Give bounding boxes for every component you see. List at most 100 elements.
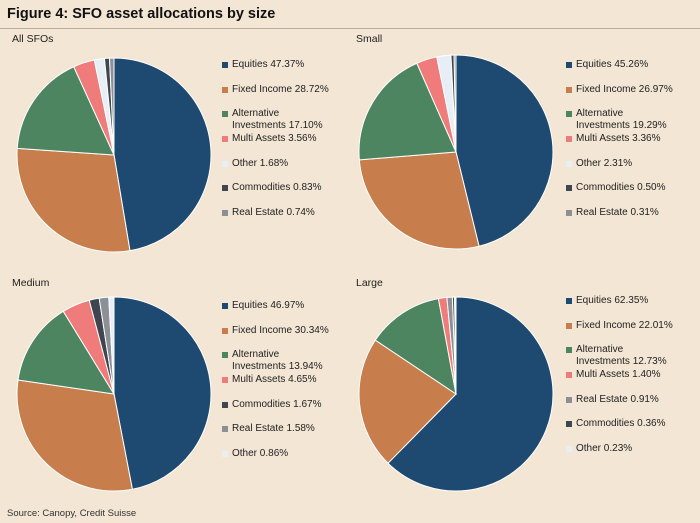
pie-panel-small: Small Equities 45.26% Fixed Income 26.97%… <box>356 33 700 268</box>
pie-chart <box>358 54 554 250</box>
legend-item-multi-assets: Multi Assets 4.65% <box>222 374 372 386</box>
legend-label: Commodities 0.36% <box>576 418 666 429</box>
legend-label: Equities 47.37% <box>232 59 305 70</box>
figure-title: Figure 4: SFO asset allocations by size <box>7 6 276 22</box>
source-note: Source: Canopy, Credit Suisse <box>7 508 137 519</box>
legend-swatch <box>222 451 228 457</box>
pie-slice-alternative-investments <box>17 310 115 395</box>
legend-swatch <box>222 210 228 216</box>
legend-item-real-estate: Real Estate 0.74% <box>222 207 372 219</box>
pie-chart <box>16 296 212 492</box>
legend-label: Fixed Income 22.01% <box>576 320 673 331</box>
pie-chart <box>358 296 554 492</box>
legend-label: Alternative Investments 17.10% <box>232 108 323 131</box>
legend-label: Equities 45.26% <box>576 59 649 70</box>
pie-slice-real-estate <box>453 54 457 153</box>
legend-swatch <box>566 421 572 427</box>
legend-swatch <box>222 87 228 93</box>
pie-slice-equities <box>387 296 554 492</box>
legend-label: Equities 62.35% <box>576 295 649 306</box>
legend-swatch <box>566 372 572 378</box>
legend-swatch <box>566 210 572 216</box>
panel-title: Medium <box>12 277 50 289</box>
legend-label: Other 1.68% <box>232 158 289 169</box>
legend-item-multi-assets: Multi Assets 3.56% <box>222 133 372 145</box>
pie-panel-medium: Medium Equities 46.97% Fixed Income 30.34… <box>12 277 357 512</box>
legend-label: Alternative Investments 13.94% <box>232 349 323 372</box>
legend-swatch <box>566 87 572 93</box>
legend-item-real-estate: Real Estate 0.31% <box>566 207 700 219</box>
legend-item-commodities: Commodities 0.50% <box>566 182 700 194</box>
legend-item-equities: Equities 45.26% <box>566 59 700 71</box>
legend-label: Real Estate 0.74% <box>232 207 315 218</box>
legend-label: Fixed Income 26.97% <box>576 84 673 95</box>
legend-item-other: Other 0.23% <box>566 443 700 455</box>
legend-item-alternative-investments: Alternative Investments 12.73% <box>566 344 700 368</box>
legend-item-other: Other 2.31% <box>566 158 700 170</box>
pie-slice-equities <box>113 296 212 490</box>
legend-item-equities: Equities 47.37% <box>222 59 372 71</box>
legend-label: Fixed Income 28.72% <box>232 84 329 95</box>
pie-slice-equities <box>113 57 212 252</box>
pie-slice-fixed-income <box>358 151 480 250</box>
legend-item-fixed-income: Fixed Income 26.97% <box>566 84 700 96</box>
legend-swatch <box>222 426 228 432</box>
pie-slice-alternative-investments <box>358 62 457 161</box>
legend-label: Other 2.31% <box>576 158 633 169</box>
pie-slice-fixed-income <box>358 339 457 464</box>
legend-item-equities: Equities 46.97% <box>222 300 372 312</box>
pie-slice-alternative-investments <box>374 298 457 396</box>
legend-swatch <box>222 402 228 408</box>
pie-panel-large: Large Equities 62.35% Fixed Income 22.01%… <box>356 277 700 512</box>
legend-label: Other 0.86% <box>232 448 289 459</box>
legend-item-alternative-investments: Alternative Investments 13.94% <box>222 349 372 373</box>
legend-item-fixed-income: Fixed Income 28.72% <box>222 84 372 96</box>
panel-title: All SFOs <box>12 33 54 45</box>
legend-label: Commodities 1.67% <box>232 399 322 410</box>
legend-item-multi-assets: Multi Assets 1.40% <box>566 369 700 381</box>
pie-slice-real-estate <box>108 57 115 156</box>
legend-item-alternative-investments: Alternative Investments 19.29% <box>566 108 700 132</box>
legend-swatch <box>222 352 228 358</box>
legend-swatch <box>566 185 572 191</box>
legend-swatch <box>566 323 572 329</box>
panel-title: Large <box>356 277 383 289</box>
legend-swatch <box>222 161 228 167</box>
legend-swatch <box>566 111 572 117</box>
legend-item-fixed-income: Fixed Income 22.01% <box>566 320 700 332</box>
legend-label: Alternative Investments 12.73% <box>576 344 667 367</box>
legend-item-other: Other 1.68% <box>222 158 372 170</box>
legend-label: Multi Assets 4.65% <box>232 374 317 385</box>
legend-swatch <box>566 62 572 68</box>
legend-label: Commodities 0.83% <box>232 182 322 193</box>
legend-label: Other 0.23% <box>576 443 633 454</box>
legend-swatch <box>222 377 228 383</box>
legend-label: Real Estate 0.31% <box>576 207 659 218</box>
legend-label: Equities 46.97% <box>232 300 305 311</box>
legend-swatch <box>222 303 228 309</box>
legend-label: Multi Assets 3.36% <box>576 133 661 144</box>
pie-slice-alternative-investments <box>16 66 115 156</box>
pie-panel-all-sfos: All SFOs Equities 47.37% Fixed Income 28.… <box>12 33 357 268</box>
legend-item-commodities: Commodities 0.83% <box>222 182 372 194</box>
legend-swatch <box>566 347 572 353</box>
legend-item-multi-assets: Multi Assets 3.36% <box>566 133 700 145</box>
pie-slice-fixed-income <box>16 147 131 253</box>
legend-swatch <box>222 111 228 117</box>
legend-swatch <box>566 161 572 167</box>
legend-swatch <box>566 397 572 403</box>
pie-slice-other <box>108 296 115 395</box>
legend-label: Commodities 0.50% <box>576 182 666 193</box>
title-divider <box>0 28 700 29</box>
legend-item-fixed-income: Fixed Income 30.34% <box>222 325 372 337</box>
legend-label: Fixed Income 30.34% <box>232 325 329 336</box>
legend-swatch <box>222 185 228 191</box>
legend-item-commodities: Commodities 0.36% <box>566 418 700 430</box>
legend-label: Multi Assets 3.56% <box>232 133 317 144</box>
legend-swatch <box>566 298 572 304</box>
legend-swatch <box>222 328 228 334</box>
pie-slice-other <box>454 296 457 395</box>
legend-item-commodities: Commodities 1.67% <box>222 399 372 411</box>
legend-label: Real Estate 0.91% <box>576 394 659 405</box>
legend-item-real-estate: Real Estate 1.58% <box>222 423 372 435</box>
